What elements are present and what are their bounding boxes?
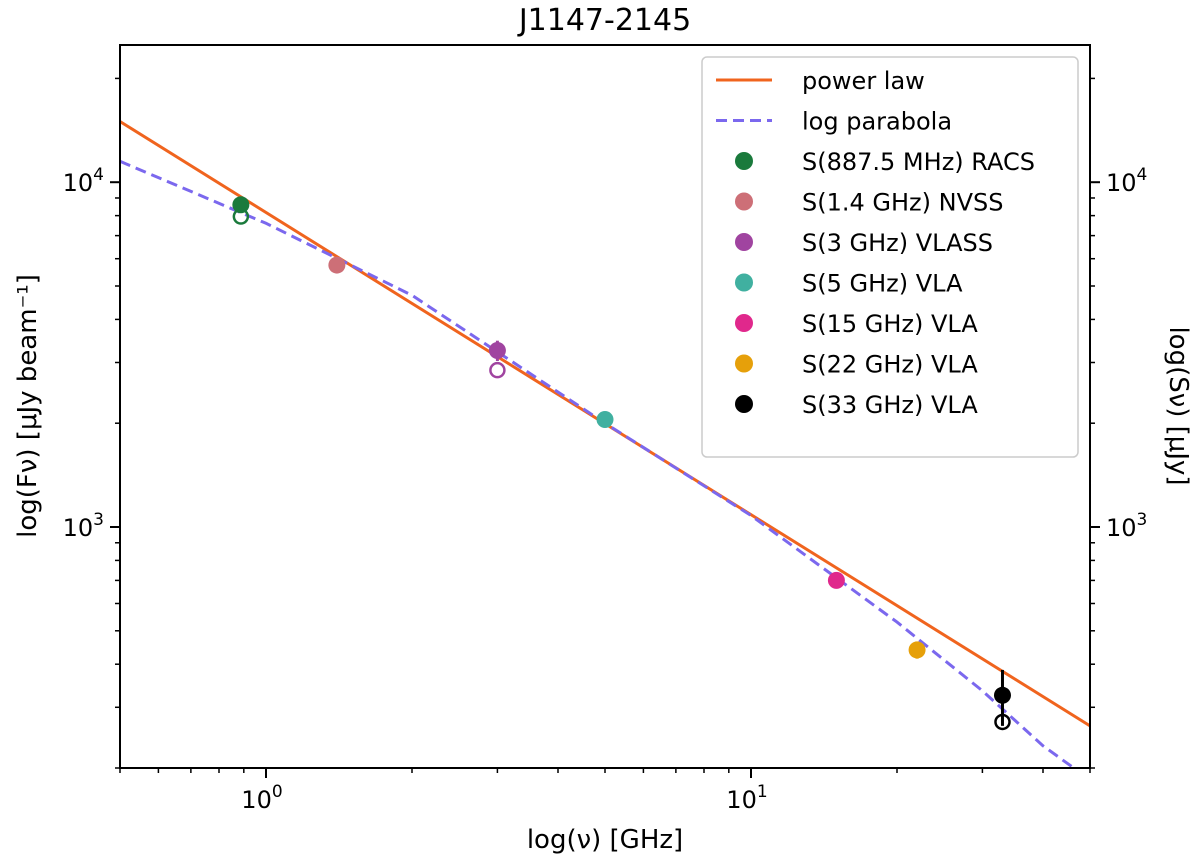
log-parabola-line xyxy=(120,159,1077,768)
s-3-ghz-vlass-open-point xyxy=(489,361,506,379)
legend-s-15-ghz-vla-marker xyxy=(735,314,753,332)
legend-s-5-ghz-vla-label: S(5 GHz) VLA xyxy=(802,270,963,298)
legend-power-law-label: power law xyxy=(802,67,925,95)
y-axis-label-right: log(Sν) [μJy] xyxy=(1163,326,1193,485)
legend-s-3-ghz-vlass-label: S(3 GHz) VLASS xyxy=(802,229,993,257)
legend: power law log parabola S(887.5 MHz) RACS S(… xyxy=(701,56,1079,458)
legend-log-parabola-label: log parabola xyxy=(802,108,952,136)
y-right-tick-label: 103 xyxy=(1106,510,1147,542)
legend-s-15-ghz-vla-label: S(15 GHz) VLA xyxy=(802,310,978,338)
legend-s-5-ghz-vla-marker xyxy=(735,273,753,292)
y-axis-label: log(Fν) [μJy beam⁻¹] xyxy=(13,274,43,538)
legend-s-22-ghz-vla-marker xyxy=(735,354,753,373)
legend-s-1-4-ghz-nvss-marker xyxy=(735,192,753,211)
y-right-tick-label: 104 xyxy=(1106,165,1147,197)
legend-s-1-4-ghz-nvss-label: S(1.4 GHz) NVSS xyxy=(802,189,1003,217)
chart-title: J1147-2145 xyxy=(517,3,691,38)
s-15-ghz-vla-point xyxy=(827,571,845,589)
legend-s-887-5-mhz-racs-marker xyxy=(735,152,753,170)
x-tick-label: 100 xyxy=(241,782,282,814)
legend-s-22-ghz-vla-label: S(22 GHz) VLA xyxy=(802,351,978,379)
y-tick-label: 104 xyxy=(63,165,104,197)
legend-s-33-ghz-vla-label: S(33 GHz) VLA xyxy=(802,391,978,419)
legend-s-33-ghz-vla-marker xyxy=(735,395,753,413)
s-887-5-mhz-racs-point xyxy=(232,196,250,214)
s-33-ghz-vla-point xyxy=(993,686,1011,704)
s-22-ghz-vla-point xyxy=(908,641,926,659)
legend-s-3-ghz-vlass-marker xyxy=(735,233,753,251)
legend-s-887-5-mhz-racs-label: S(887.5 MHz) RACS xyxy=(802,148,1035,176)
s-5-ghz-vla-point xyxy=(596,411,614,429)
s-1-4-ghz-nvss-point xyxy=(328,256,346,274)
data-points xyxy=(232,196,1011,731)
y-tick-label: 103 xyxy=(63,510,104,542)
x-axis-label: log(ν) [GHz] xyxy=(527,825,683,855)
s-33-ghz-vla-open-point xyxy=(994,713,1011,731)
s-3-ghz-vlass-point xyxy=(488,342,506,360)
x-tick-label: 101 xyxy=(726,782,767,814)
legend-box xyxy=(701,56,1079,458)
axis-ticks: 100 101 103 103 104 104 xyxy=(63,77,1147,814)
